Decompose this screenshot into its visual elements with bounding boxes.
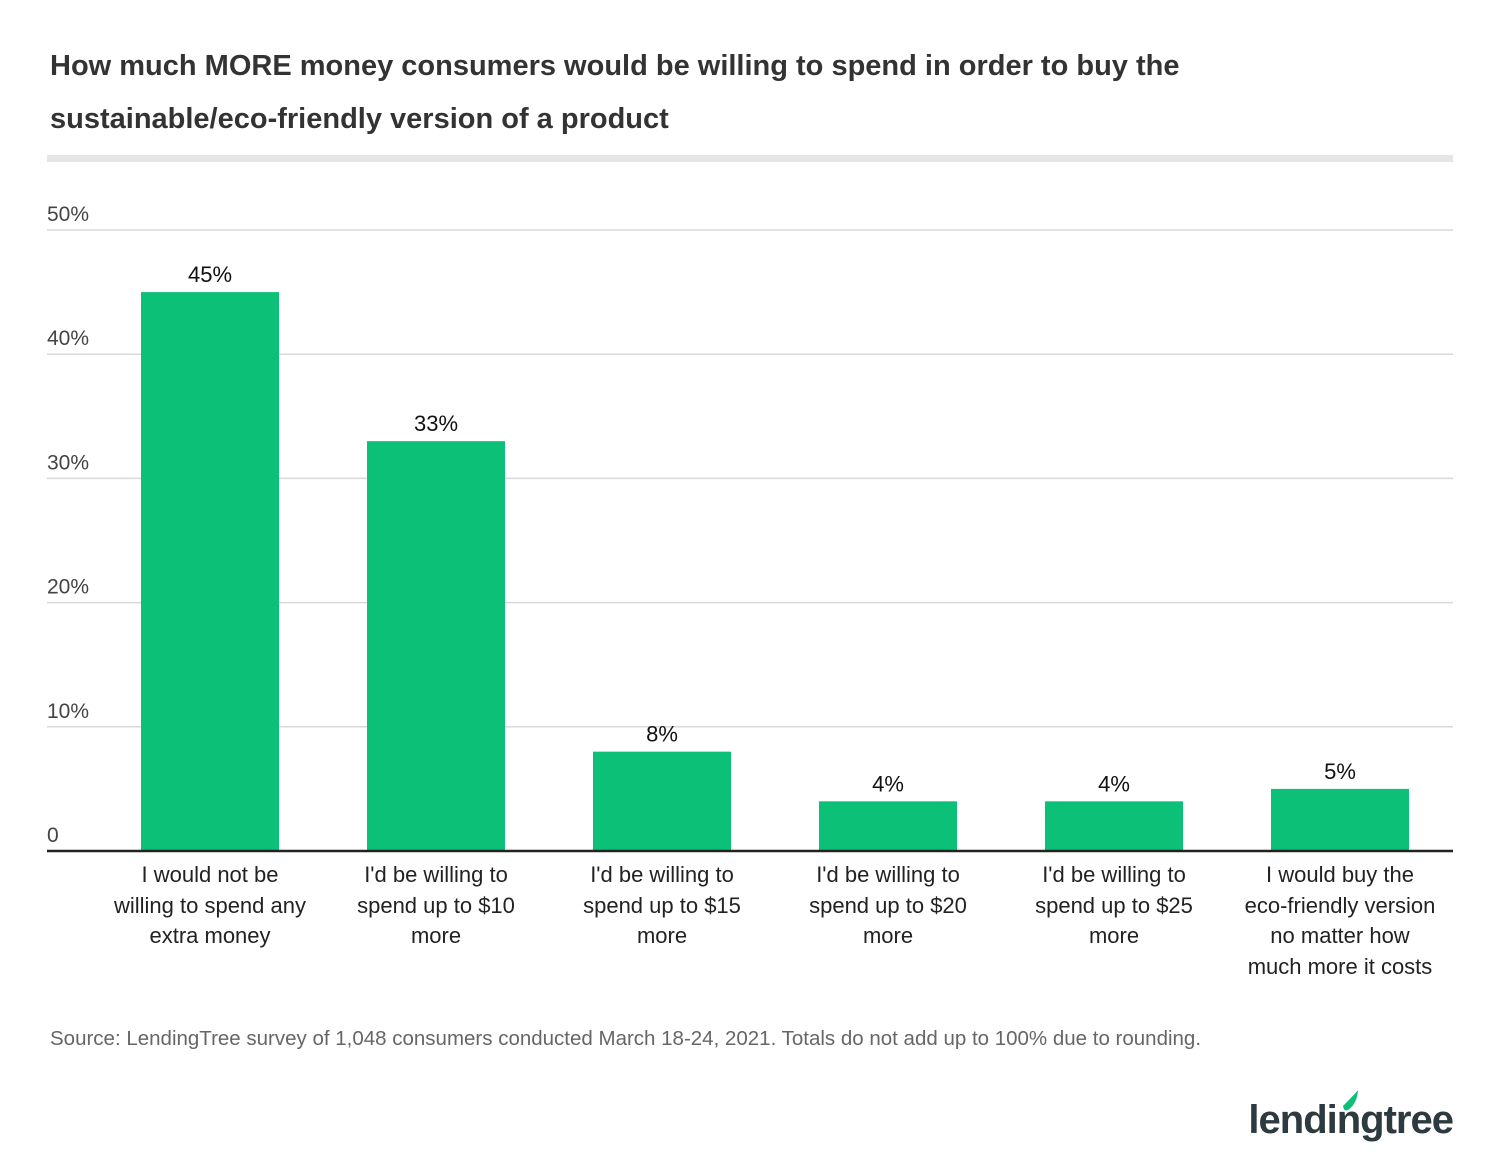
value-label: 4% [1098,771,1130,796]
value-label: 8% [646,722,678,747]
x-tick-label: I'd be willing to spend up to $20 more [809,862,967,948]
value-label: 45% [188,262,232,287]
divider [47,155,1453,162]
bar [141,292,279,852]
bar [593,751,731,851]
x-tick-label: I would not be willing to spend any extr… [113,862,306,948]
logo-leaf [1343,1090,1358,1111]
y-tick-label: 20% [47,576,89,599]
x-tick-label: I'd be willing to spend up to $25 more [1035,862,1193,948]
bar [1045,801,1183,851]
logo: lendingtree [1248,1098,1454,1142]
x-tick-label: I would buy the eco-friendly version no … [1244,862,1436,979]
bar [367,441,505,851]
bar [1271,788,1409,851]
y-tick-label: 10% [47,700,89,723]
source-note: Source: LendingTree survey of 1,048 cons… [50,1027,1202,1050]
y-tick-label: 0 [47,824,59,847]
y-tick-label: 30% [47,451,89,474]
value-label: 4% [872,771,904,796]
chart-title: How much MORE money consumers would be w… [50,50,1180,135]
y-tick-label: 50% [47,203,89,226]
value-label: 33% [414,411,458,436]
bar [819,801,957,851]
y-tick-label: 40% [47,327,89,350]
value-label: 5% [1324,759,1356,784]
x-tick-label: I'd be willing to spend up to $15 more [583,862,741,948]
x-tick-label: I'd be willing to spend up to $10 more [357,862,515,948]
